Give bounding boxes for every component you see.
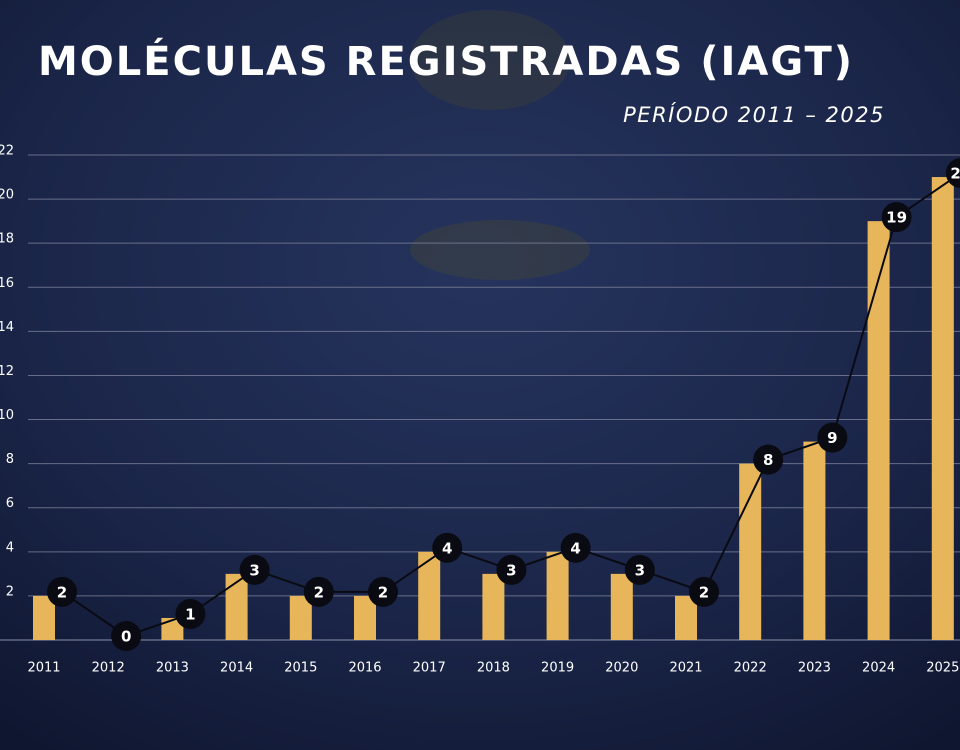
x-tick-label: 2012 [92,661,125,676]
x-tick-label: 2015 [284,661,317,676]
data-label: 2 [57,583,67,601]
point-marker [881,202,912,233]
data-label: 4 [570,539,580,557]
point-marker [368,576,398,607]
background-blur [410,220,590,280]
point-marker [753,444,784,475]
data-label: 0 [121,628,131,646]
x-tick-label: 2021 [669,661,702,676]
bar [289,595,312,640]
bar [546,551,569,640]
point-marker [303,576,334,607]
x-tick-label: 2020 [605,661,638,676]
data-label: 1 [185,605,195,623]
bar [482,573,505,640]
y-tick-label: 4 [6,540,14,555]
bar [867,221,890,641]
y-tick-label: 18 [0,232,14,247]
data-label: 3 [249,561,259,579]
point-marker [945,158,960,189]
data-label: 21 [950,165,960,183]
bar [354,595,376,640]
bar [33,595,55,640]
y-tick-label: 2 [6,584,14,599]
x-tick-label: 2022 [734,661,767,676]
data-label: 4 [442,539,452,557]
y-tick-label: 10 [0,408,14,423]
x-tick-label: 2016 [348,661,381,676]
x-tick-label: 2019 [541,661,574,676]
data-label: 2 [314,583,324,601]
x-tick-label: 2014 [220,661,253,676]
x-tick-label: 2025 [926,661,959,676]
bar [225,573,248,640]
bar [675,595,697,640]
y-tick-label: 8 [6,452,14,467]
point-marker [175,598,206,629]
point-marker [239,554,270,585]
chart-title: MOLÉCULAS REGISTRADAS (IAGT) [38,37,854,85]
point-marker [432,532,463,563]
data-label: 19 [886,209,907,227]
point-marker [689,576,719,607]
y-tick-label: 14 [0,320,14,335]
chart-subtitle: PERÍODO 2011 – 2025 [623,102,885,127]
bar [931,177,954,640]
data-label: 3 [635,561,645,579]
y-tick-label: 20 [0,188,14,203]
y-tick-label: 12 [0,364,14,379]
data-label: 3 [506,561,516,579]
point-marker [47,576,77,607]
background-blur [410,10,570,110]
x-tick-label: 2023 [798,661,831,676]
bar [739,463,762,640]
data-label: 2 [699,583,709,601]
bar [610,573,633,640]
bar [418,551,441,640]
point-marker [624,554,655,585]
y-tick-label: 16 [0,276,14,291]
data-label: 8 [763,451,773,469]
data-label: 9 [827,429,837,447]
y-tick-label: 6 [6,496,14,511]
point-marker [496,554,527,585]
point-marker [560,532,591,563]
x-tick-label: 2013 [156,661,189,676]
y-tick-label: 22 [0,144,14,159]
x-tick-label: 2017 [413,661,446,676]
x-tick-label: 2018 [477,661,510,676]
data-label: 2 [378,583,388,601]
bar [161,617,184,640]
x-tick-label: 2024 [862,661,895,676]
point-marker [817,422,848,453]
x-tick-label: 2011 [27,661,60,676]
bar [803,441,826,640]
point-marker [111,621,142,651]
